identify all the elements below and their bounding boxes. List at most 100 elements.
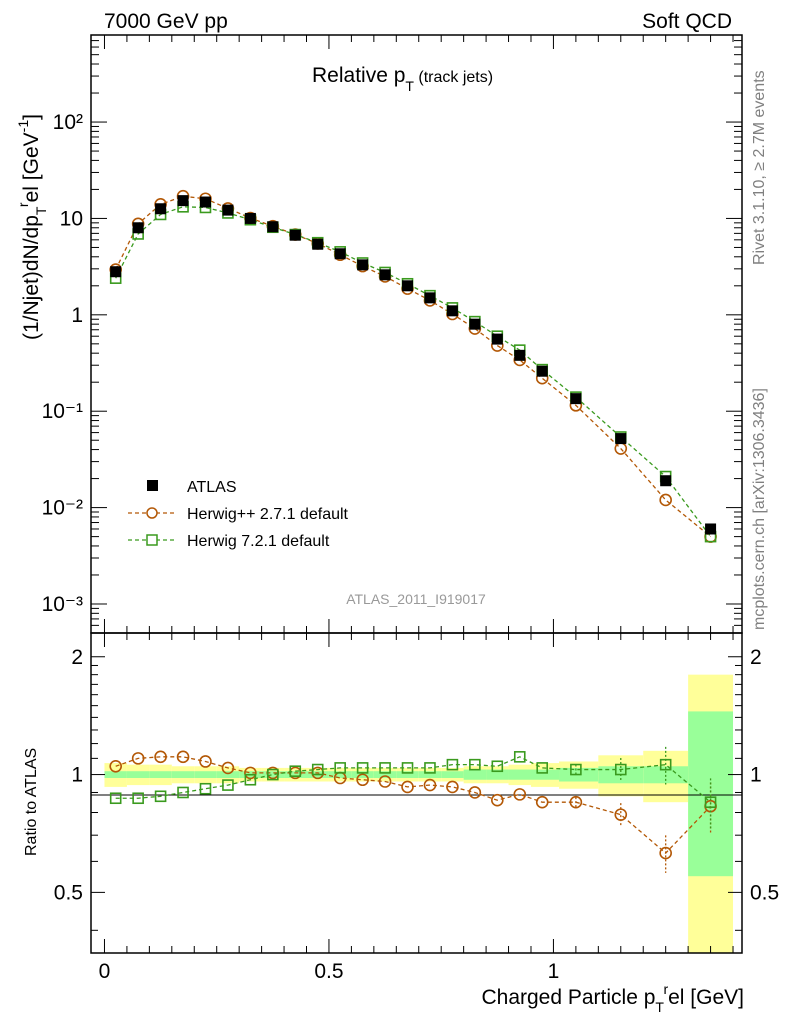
herwig7-ratio-point	[334, 762, 346, 774]
main-y-tick-label: 10⁻³	[42, 593, 83, 616]
ratio-y-tick-label-left: 2	[71, 646, 83, 669]
ratio-band-inner	[486, 769, 509, 780]
ratio-band-inner	[396, 771, 419, 778]
ratio-band-inner	[463, 769, 487, 780]
main-y-tick-label: 1	[71, 304, 83, 327]
ratio-band-inner	[530, 769, 560, 780]
atlas-data-point	[267, 221, 279, 233]
ratio-band-inner	[508, 769, 531, 780]
herwigpp-ratio-point	[356, 773, 369, 787]
atlas-data-point	[536, 365, 548, 377]
x-tick-label: 1	[548, 960, 560, 983]
main-data-layer	[109, 189, 717, 543]
atlas-data-point	[334, 248, 346, 260]
atlas-data-point	[424, 292, 436, 304]
herwigpp-ratio-point	[176, 750, 190, 764]
ratio-plot-frame	[90, 632, 743, 954]
ratio-y-ticks: 0.5 0.5 1 1 2 2	[54, 646, 779, 931]
ratio-band-inner	[441, 771, 464, 778]
energy-label: 7000 GeV pp	[104, 10, 228, 33]
atlas-data-point	[615, 433, 627, 445]
atlas-data-point	[132, 222, 144, 234]
herwigpp-ratio-point	[199, 755, 212, 768]
x-axis-label: Charged Particle pTrel [GeV]	[481, 981, 744, 1015]
ratio-band-inner	[171, 771, 195, 778]
herwig7-ratio-line	[115, 756, 711, 803]
analysis-watermark: ATLAS_2011_I919017	[346, 591, 486, 607]
x-tick-label: 0	[99, 960, 111, 983]
herwig7-ratio-point	[536, 762, 549, 774]
ratio-band-inner	[104, 771, 127, 778]
herwig7-ratio-point	[424, 762, 436, 774]
herwig7-ratio-point	[401, 762, 414, 774]
herwig7-ratio-point	[244, 773, 257, 786]
legend-atlas-label: ATLAS	[187, 479, 237, 496]
herwigpp-main-line	[115, 195, 711, 538]
ratio-band-inner	[194, 771, 217, 778]
herwig7-ratio-point	[570, 763, 582, 776]
herwigpp-ratio-point	[131, 752, 145, 765]
herwigpp-ratio-point	[244, 766, 257, 780]
x-tick-label: 0.5	[314, 960, 343, 983]
herwig7-ratio-point	[491, 760, 504, 773]
atlas-data-point	[660, 475, 672, 487]
atlas-data-point	[379, 269, 391, 281]
herwigpp-ratio-point	[401, 780, 414, 794]
ratio-band-inner	[688, 711, 734, 877]
atlas-data-point	[177, 195, 189, 207]
herwig7-ratio-point	[659, 758, 672, 771]
herwigpp-main-point	[659, 493, 672, 507]
atlas-data-point	[446, 305, 458, 317]
atlas-data-point	[514, 349, 526, 361]
atlas-data-point	[402, 280, 414, 292]
ratio-band-inner	[284, 771, 307, 778]
atlas-data-point	[155, 203, 167, 215]
herwigpp-ratio-point	[468, 786, 482, 799]
herwigpp-ratio-point	[491, 793, 504, 807]
herwig7-ratio-point	[311, 763, 324, 776]
herwigpp-ratio-point	[659, 846, 672, 860]
herwigpp-ratio-point	[569, 795, 583, 809]
main-y-tick-label: 10	[60, 207, 83, 230]
herwigpp-ratio-point	[154, 750, 167, 764]
atlas-data-point	[469, 318, 481, 330]
atlas-data-point	[357, 259, 369, 271]
herwig7-ratio-point	[132, 792, 144, 805]
ratio-band-inner	[261, 771, 285, 778]
ratio-y-tick-label-left: 1	[71, 764, 83, 787]
ratio-x-ticks: 0 0.5 1	[99, 633, 734, 983]
herwigpp-ratio-point	[446, 780, 459, 794]
herwig7-ratio-point	[154, 790, 167, 803]
atlas-data-point	[222, 204, 234, 216]
herwig7-ratio-point	[513, 751, 526, 763]
category-label: Soft QCD	[642, 10, 732, 33]
herwigpp-ratio-point	[535, 795, 549, 809]
ratio-band-inner	[126, 771, 150, 778]
legend-herwigpp-label: Herwig++ 2.7.1 default	[187, 506, 349, 523]
legend-herwig7-label: Herwig 7.2.1 default	[187, 533, 330, 550]
ratio-band-inner	[643, 766, 689, 784]
atlas-data-point	[244, 212, 256, 224]
ratio-band-inner	[216, 771, 240, 778]
herwig7-ratio-point	[222, 779, 234, 791]
atlas-data-point	[199, 196, 211, 208]
atlas-data-point	[570, 393, 582, 405]
herwig7-ratio-point	[446, 758, 459, 771]
herwig7-ratio-point	[177, 786, 189, 799]
herwig7-ratio-point	[614, 763, 627, 776]
herwig7-ratio-point	[109, 792, 122, 805]
ratio-band-inner	[418, 771, 442, 778]
herwig7-ratio-point	[379, 762, 391, 774]
ratio-uncertainty-bands	[104, 674, 734, 953]
herwig7-ratio-point	[289, 765, 302, 778]
herwigpp-ratio-point	[614, 808, 628, 821]
herwigpp-ratio-line	[115, 756, 712, 854]
ratio-y-axis-label: Ratio to ATLAS	[23, 748, 40, 856]
herwig7-ratio-point	[469, 758, 481, 771]
ratio-y-tick-label-right: 1	[750, 764, 762, 787]
ratio-y-tick-label-right: 2	[750, 646, 762, 669]
rivet-label: Rivet 3.1.10, ≥ 2.7M events	[751, 70, 768, 265]
main-y-tick-label: 10⁻²	[42, 497, 83, 520]
herwigpp-ratio-point	[221, 761, 235, 775]
herwig7-ratio-point	[199, 782, 212, 795]
